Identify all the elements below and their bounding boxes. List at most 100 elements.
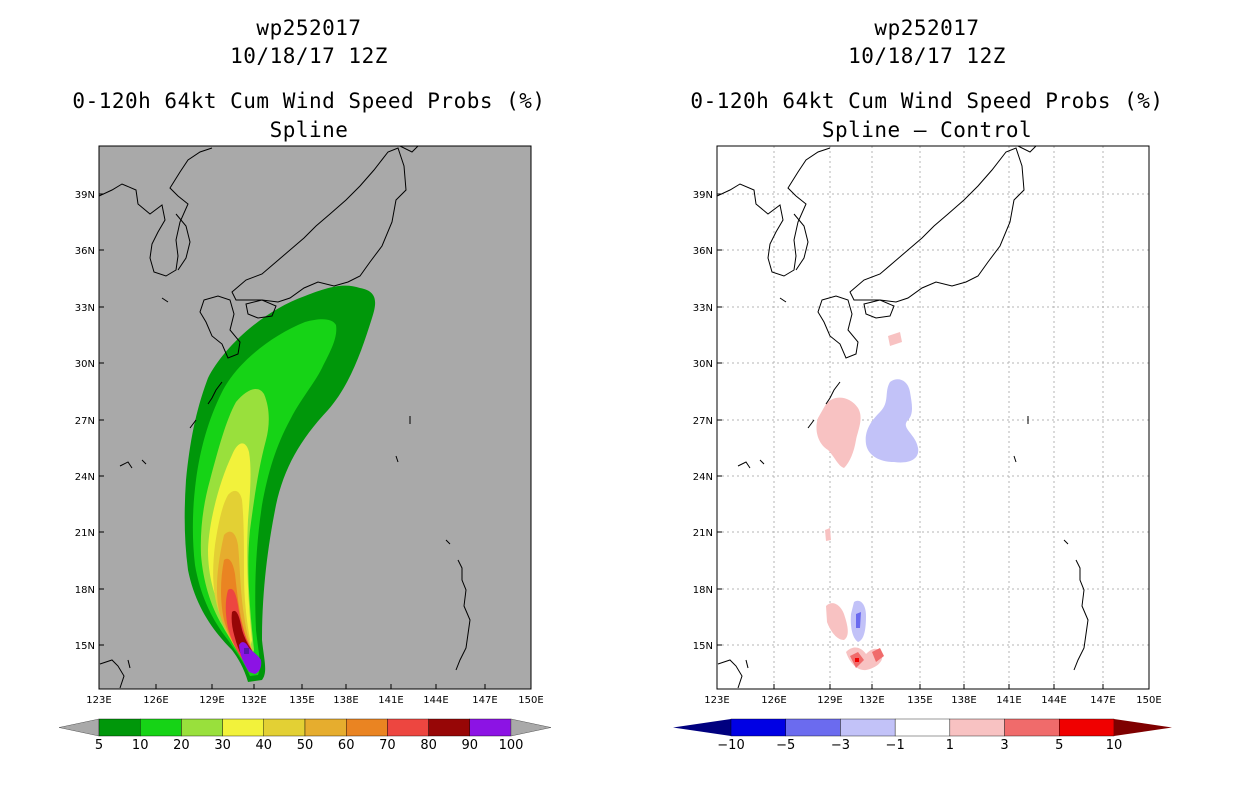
colorbar-label: −10 bbox=[717, 738, 744, 753]
diff-positive-strong bbox=[872, 648, 884, 662]
colorbar-label: 100 bbox=[499, 738, 524, 753]
left-map: 15N 18N 21N 24N 27N 30N 33N 36N 39N 123E 126E 129E… bbox=[58, 145, 552, 753]
method-title: Spline bbox=[269, 118, 349, 142]
lon-tick-label: 135E bbox=[289, 695, 314, 706]
right-map: 15N 18N 21N 24N 27N 30N 33N 36N 39N 123E 126E 129E… bbox=[673, 145, 1172, 753]
colorbar-swatch bbox=[181, 718, 223, 737]
colorbar-swatch bbox=[1059, 718, 1115, 737]
lon-tick-label: 144E bbox=[1041, 695, 1066, 706]
left-panel: wp252017 10/18/17 12Z 0-120h 64kt Cum Wi… bbox=[58, 16, 552, 753]
lat-tick-label: 30N bbox=[75, 359, 95, 370]
coastline bbox=[717, 659, 743, 689]
coastline bbox=[717, 147, 831, 277]
colorbar-high-end bbox=[1114, 719, 1172, 736]
coastline bbox=[141, 459, 147, 465]
map-frame bbox=[716, 145, 1150, 690]
lon-tick-label: 147E bbox=[1090, 695, 1115, 706]
colorbar-label: 5 bbox=[1055, 738, 1063, 753]
colorbar-swatch bbox=[139, 718, 182, 737]
lat-tick-label: 27N bbox=[75, 416, 95, 427]
colorbar-swatch bbox=[785, 718, 841, 737]
coastline bbox=[189, 419, 197, 429]
date-title: 10/18/17 12Z bbox=[848, 44, 1006, 68]
diff-positive-area bbox=[826, 603, 848, 640]
coastline bbox=[231, 147, 407, 303]
difference-field bbox=[816, 332, 919, 671]
coastline bbox=[99, 659, 125, 689]
coastline bbox=[817, 295, 859, 359]
lat-tick-label: 30N bbox=[693, 359, 713, 370]
product-title: 0-120h 64kt Cum Wind Speed Probs (%) bbox=[690, 89, 1164, 113]
lon-tick-label: 141E bbox=[378, 695, 403, 706]
colorbar-swatch bbox=[949, 718, 1005, 737]
lat-tick-label: 24N bbox=[75, 472, 95, 483]
coastline bbox=[245, 299, 277, 319]
colorbar-swatch bbox=[894, 718, 951, 737]
coastline bbox=[399, 146, 419, 153]
lon-tick-label: 150E bbox=[518, 695, 543, 706]
lat-tick-label: 18N bbox=[693, 585, 713, 596]
colorbar-swatch bbox=[304, 718, 347, 737]
lon-tick-label: 135E bbox=[907, 695, 932, 706]
colorbar-left: 5 10 20 30 40 50 60 70 80 90 100 bbox=[58, 718, 552, 753]
colorbar-low-end bbox=[673, 719, 731, 736]
lat-tick-label: 21N bbox=[693, 528, 713, 539]
lon-tick-label: 126E bbox=[143, 695, 168, 706]
lon-tick-label: 138E bbox=[333, 695, 358, 706]
colorbar-swatch bbox=[263, 718, 306, 737]
coastline bbox=[119, 461, 133, 469]
map-frame bbox=[98, 145, 532, 690]
colorbar-swatch bbox=[840, 718, 896, 737]
colorbar-swatch bbox=[387, 718, 429, 737]
lat-tick-label: 21N bbox=[75, 528, 95, 539]
lon-tick-label: 123E bbox=[86, 695, 111, 706]
lon-tick-label: 150E bbox=[1136, 695, 1161, 706]
lat-tick-label: 18N bbox=[75, 585, 95, 596]
coastline bbox=[779, 297, 787, 303]
colorbar-right: −10 −5 −3 −1 1 3 5 10 bbox=[673, 718, 1172, 753]
colorbar-label: 10 bbox=[1106, 738, 1123, 753]
colorbar-label: 20 bbox=[173, 738, 190, 753]
coastline bbox=[395, 455, 399, 463]
colorbar-swatch bbox=[222, 718, 265, 737]
coastline bbox=[99, 147, 213, 277]
storm-id-title: wp252017 bbox=[256, 16, 362, 40]
coastline bbox=[175, 213, 191, 271]
lon-tick-label: 147E bbox=[472, 695, 497, 706]
coastline bbox=[161, 297, 169, 303]
lat-tick-label: 39N bbox=[75, 190, 95, 201]
lon-tick-label: 123E bbox=[704, 695, 729, 706]
coastline bbox=[759, 459, 765, 465]
coastlines bbox=[717, 146, 1089, 689]
right-panel: wp252017 10/18/17 12Z 0-120h 64kt Cum Wi… bbox=[618, 0, 1236, 800]
colorbar-label: 30 bbox=[214, 738, 231, 753]
coastline bbox=[737, 461, 751, 469]
map-background bbox=[717, 146, 1149, 689]
lat-tick-label: 33N bbox=[75, 303, 95, 314]
colorbar-label: −1 bbox=[886, 738, 905, 753]
lat-tick-label: 27N bbox=[693, 416, 713, 427]
colorbar-swatch bbox=[1004, 718, 1060, 737]
colorbar-label: −3 bbox=[831, 738, 850, 753]
lat-axis: 15N 18N 21N 24N 27N 30N 33N 36N 39N bbox=[693, 190, 722, 652]
coastline bbox=[1073, 559, 1089, 671]
diff-positive-max bbox=[855, 658, 859, 662]
coastline bbox=[745, 659, 749, 669]
coastline bbox=[863, 299, 895, 319]
lon-tick-label: 129E bbox=[199, 695, 224, 706]
method-title: Spline – Control bbox=[821, 118, 1033, 142]
lon-tick-label: 144E bbox=[423, 695, 448, 706]
coastline bbox=[127, 659, 131, 669]
colorbar-label: 10 bbox=[132, 738, 149, 753]
colorbar-label: 5 bbox=[95, 738, 103, 753]
colorbar-label: 70 bbox=[379, 738, 396, 753]
diff-negative-area bbox=[865, 379, 919, 463]
colorbar-swatch bbox=[469, 718, 512, 737]
lon-axis: 123E 126E 129E 132E 135E 138E 141E 144E 147E 150E bbox=[86, 684, 544, 706]
colorbar-swatch bbox=[730, 718, 786, 737]
coastline bbox=[455, 559, 471, 671]
probability-swath bbox=[184, 285, 376, 682]
colorbar-label: 50 bbox=[297, 738, 314, 753]
colorbar-label: 90 bbox=[462, 738, 479, 753]
coastline bbox=[793, 213, 809, 271]
